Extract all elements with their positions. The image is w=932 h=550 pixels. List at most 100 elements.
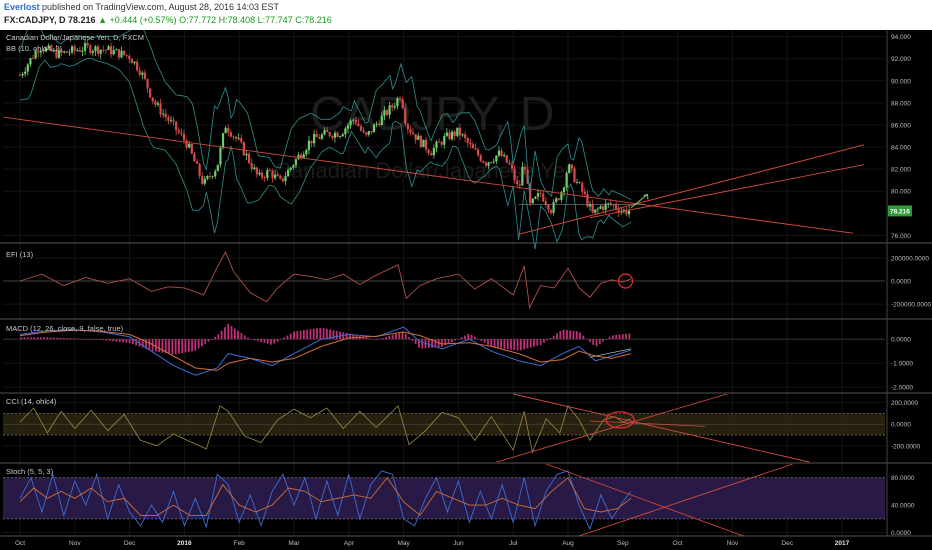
candle-body (380, 115, 383, 126)
macd-hist-bar (279, 339, 282, 340)
author-link[interactable]: Everlost (4, 2, 40, 12)
macd-hist-bar (365, 337, 368, 340)
candle-body (367, 131, 370, 135)
macd-hist-bar (434, 339, 437, 348)
macd-hist-bar (582, 335, 585, 340)
macd-hist-bar (39, 337, 42, 340)
candle-body (99, 49, 102, 54)
price-change: ▲ +0.444 (+0.57%) (98, 15, 177, 25)
candle-body (96, 46, 100, 54)
macd-hist-bar (464, 335, 466, 340)
macd-hist-bar (145, 339, 147, 349)
macd-hist-bar (615, 334, 618, 340)
macd-hist-bar (316, 328, 318, 340)
candle-body (443, 136, 446, 145)
candle-body (534, 196, 537, 199)
y-tick-label: 92.000 (891, 56, 911, 63)
candle-body (614, 204, 618, 210)
macd-hist-bar (444, 339, 447, 346)
x-tick-label: Jun (453, 540, 464, 547)
candle-body (102, 49, 105, 51)
candle-body (273, 174, 277, 179)
macd-hist-bar (187, 339, 190, 352)
candle-body (21, 73, 24, 76)
macd-hist-bar (559, 331, 562, 340)
chart-marks (3, 30, 865, 537)
macd-hist-bar (385, 336, 387, 340)
candle-body (526, 169, 529, 184)
macd-hist-bar (230, 326, 233, 340)
candle-body (570, 164, 573, 169)
macd-hist-bar (362, 336, 364, 340)
macd-hist-bar (243, 335, 246, 340)
candle-body (117, 49, 121, 58)
publish-line: Everlost published on TradingView.com, A… (4, 2, 279, 12)
macd-hist-bar (247, 337, 249, 340)
macd-hist-bar (85, 339, 88, 340)
candle-body (120, 50, 123, 58)
candle-body (417, 135, 420, 140)
x-tick-label: Jul (509, 540, 518, 547)
macd-hist-bar (135, 339, 138, 346)
cci-falling-line (513, 393, 810, 463)
candle-body (255, 167, 258, 175)
stoch-k-line (19, 470, 632, 531)
candle-body (57, 50, 61, 58)
macd-hist-bar (503, 339, 506, 349)
candle-body (424, 139, 428, 150)
publish-header: Everlost published on TradingView.com, A… (0, 0, 932, 30)
macd-hist-bar (53, 337, 55, 340)
macd-hist-bar (227, 323, 230, 340)
candle-body (193, 153, 196, 162)
macd-hist-bar (431, 339, 433, 348)
macd-hist-bar (572, 330, 575, 340)
y-tick-label: -200000.0000 (891, 302, 932, 309)
cci-short-line (589, 420, 706, 427)
rising-support-line (518, 144, 865, 235)
candle-body (328, 131, 331, 137)
candle-body (39, 50, 42, 53)
macd-hist-bar (404, 333, 407, 340)
candle-body (50, 45, 53, 51)
candle-body (60, 50, 63, 53)
candle-body (224, 127, 227, 134)
candle-body (73, 46, 76, 51)
candle-body (284, 176, 287, 182)
candle-body (232, 136, 235, 138)
stoch-label: Stoch (5, 5, 3) (6, 467, 54, 476)
macd-hist-bar (237, 330, 240, 340)
x-tick-label: May (397, 540, 410, 547)
y-tick-label: 0.0000 (891, 279, 911, 286)
macd-hist-bar (283, 337, 286, 340)
macd-hist-bar (493, 339, 496, 348)
macd-hist-bar (62, 337, 65, 340)
candle-body (469, 142, 472, 145)
macd-hist-bar (325, 328, 328, 340)
candle-body (461, 134, 464, 136)
candle-body (253, 167, 256, 169)
macd-hist-bar (467, 333, 470, 340)
macd-hist-bar (184, 339, 187, 353)
macd-hist-bar (500, 339, 503, 349)
macd-hist-bar (513, 339, 516, 351)
candle-body (450, 131, 454, 140)
breakout-arrow (630, 194, 648, 209)
macd-hist-bar (108, 339, 111, 341)
macd-hist-bar (345, 332, 348, 340)
candle-body (531, 198, 534, 204)
candle-body (516, 180, 519, 185)
y-tick-label: 80.0000 (891, 475, 915, 482)
macd-hist-bar (625, 333, 627, 340)
macd-hist-bar (69, 338, 72, 340)
chart-canvas[interactable]: CADJPY, D Canadian Dollar/Japanese Yen 9… (0, 30, 932, 550)
macd-hist-bar (339, 331, 341, 340)
macd-hist-bar (217, 334, 220, 340)
candle-body (318, 137, 321, 139)
candle-body (594, 209, 597, 213)
macd-hist-bar (181, 339, 184, 354)
candle-body (29, 58, 32, 65)
y-tick-label: 0.0000 (891, 530, 911, 537)
signal-line (19, 329, 632, 371)
candle-body (263, 177, 266, 179)
candle-body (219, 147, 222, 165)
